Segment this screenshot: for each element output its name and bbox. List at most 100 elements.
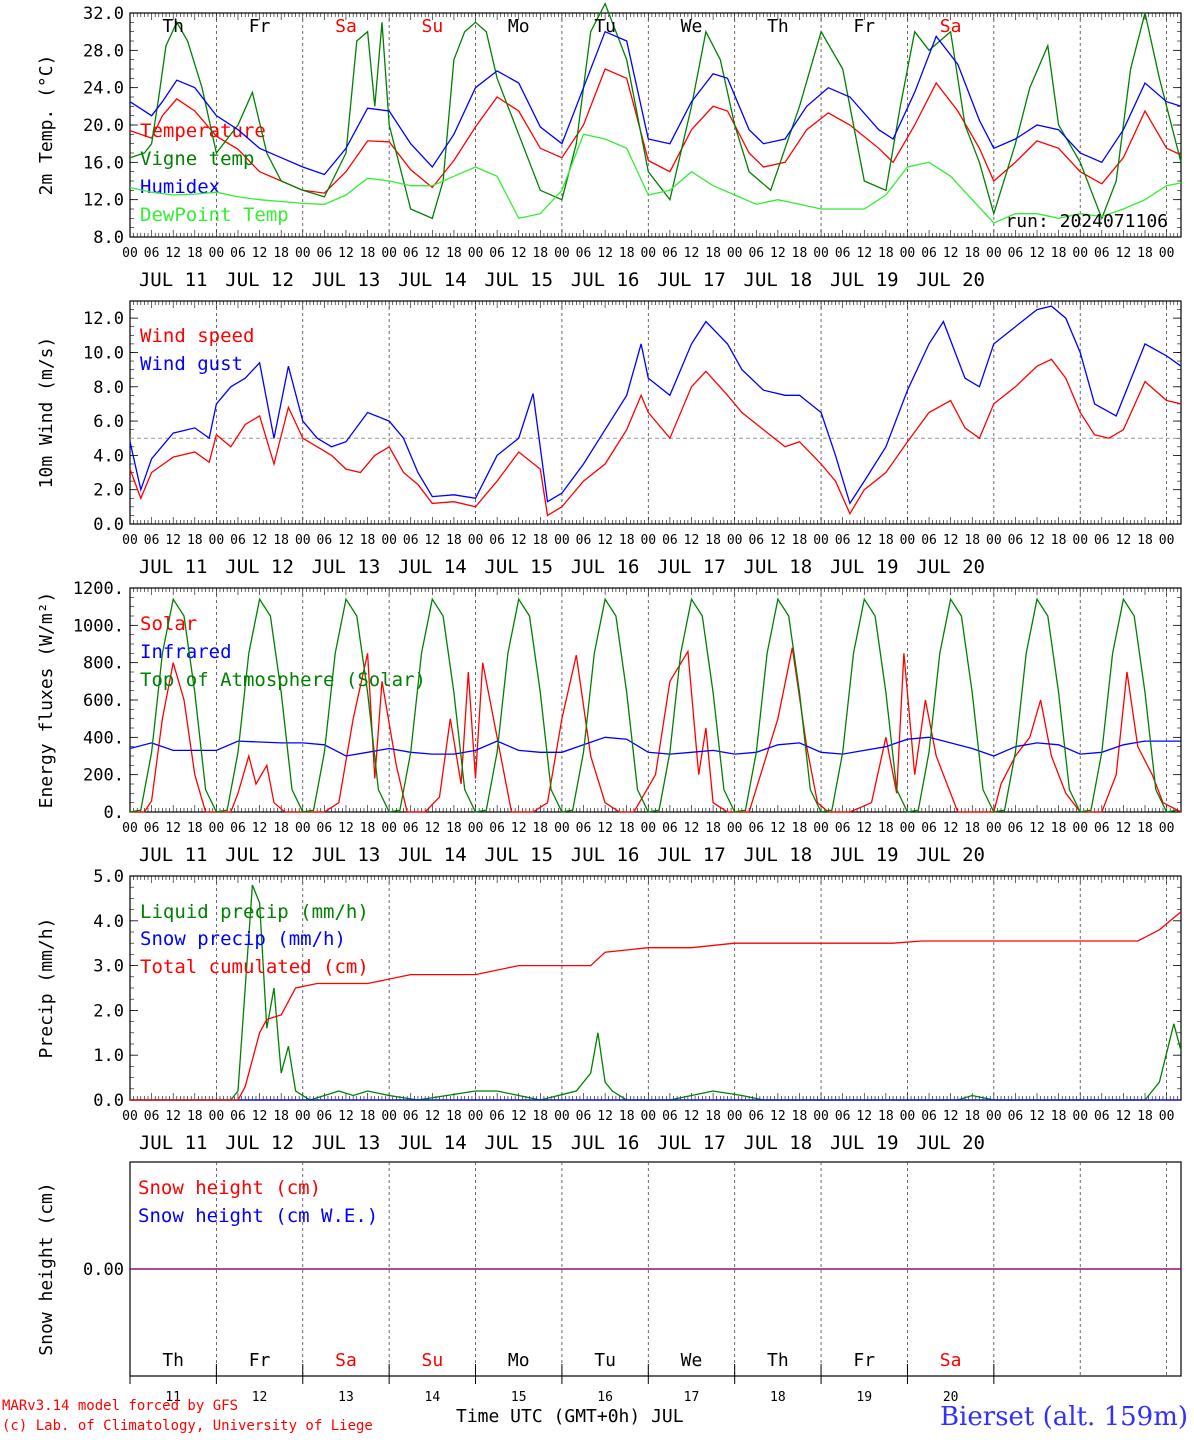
hour-tick-label: 00 xyxy=(640,246,656,261)
day-name: Mo xyxy=(508,1350,530,1371)
hour-tick-label: 00 xyxy=(209,1109,225,1124)
hour-tick-label: 00 xyxy=(122,1109,138,1124)
hour-tick-label: 00 xyxy=(209,533,225,548)
hour-tick-label: 00 xyxy=(295,246,311,261)
hour-tick-label: 12 xyxy=(511,1109,527,1124)
hour-tick-label: 06 xyxy=(662,821,678,836)
hour-tick-label: 12 xyxy=(252,821,268,836)
hour-tick-label: 06 xyxy=(662,533,678,548)
day-name: We xyxy=(681,1350,703,1371)
hour-tick-label: 06 xyxy=(317,533,333,548)
hour-tick-label: 00 xyxy=(295,1109,311,1124)
y-tick-label: 0.00 xyxy=(83,1260,124,1280)
hour-tick-label: 06 xyxy=(748,821,764,836)
date-label: JUL 20 xyxy=(916,269,985,291)
legend-entry: Vigne temp xyxy=(140,148,254,170)
date-label: JUL 18 xyxy=(744,556,813,578)
hour-tick-label: 06 xyxy=(403,246,419,261)
hour-tick-label: 06 xyxy=(317,1109,333,1124)
hour-tick-label: 06 xyxy=(1094,821,1110,836)
hour-tick-label: 18 xyxy=(1137,821,1153,836)
hour-tick-label: 18 xyxy=(792,533,808,548)
hour-tick-label: 12 xyxy=(511,821,527,836)
day-name: Th xyxy=(767,1350,789,1371)
hour-tick-label: 12 xyxy=(165,1109,181,1124)
hour-tick-label: 18 xyxy=(273,1109,289,1124)
y-tick-label: 0. xyxy=(104,803,124,823)
hour-tick-label: 00 xyxy=(640,1109,656,1124)
hour-tick-label: 00 xyxy=(209,821,225,836)
series-line xyxy=(130,647,1182,813)
hour-tick-label: 12 xyxy=(338,1109,354,1124)
hour-tick-label: 18 xyxy=(1137,1109,1153,1124)
hour-tick-label: 18 xyxy=(705,1109,721,1124)
hour-tick-label: 12 xyxy=(425,246,441,261)
hour-tick-label: 06 xyxy=(1008,1109,1024,1124)
date-label: JUL 12 xyxy=(225,1132,294,1154)
date-label: JUL 19 xyxy=(830,269,899,291)
hour-tick-label: 00 xyxy=(640,533,656,548)
hour-tick-label: 12 xyxy=(684,1109,700,1124)
hour-tick-label: 06 xyxy=(489,246,505,261)
hour-tick-label: 06 xyxy=(921,533,937,548)
y-tick-label: 5.0 xyxy=(93,867,124,887)
y-axis-label: 2m Temp. (°C) xyxy=(36,55,57,196)
date-label: JUL 13 xyxy=(312,269,381,291)
hour-tick-label: 00 xyxy=(554,1109,570,1124)
day-name: Tu xyxy=(594,16,616,37)
hour-tick-label: 00 xyxy=(813,1109,829,1124)
day-name: Fr xyxy=(249,16,271,37)
y-tick-label: 1200. xyxy=(73,579,124,599)
hour-tick-label: 18 xyxy=(1051,533,1067,548)
hour-tick-label: 18 xyxy=(360,246,376,261)
date-label: JUL 12 xyxy=(225,556,294,578)
series-line xyxy=(129,358,1182,517)
date-label: JUL 16 xyxy=(571,556,640,578)
hour-tick-label: 18 xyxy=(187,821,203,836)
date-label: JUL 12 xyxy=(225,269,294,291)
hour-tick-label: 12 xyxy=(425,1109,441,1124)
date-label: JUL 18 xyxy=(744,844,813,866)
series-line xyxy=(129,305,1182,505)
hour-tick-label: 12 xyxy=(252,246,268,261)
date-label: JUL 11 xyxy=(139,844,208,866)
hour-tick-label: 00 xyxy=(122,246,138,261)
date-label: JUL 16 xyxy=(571,1132,640,1154)
hour-tick-label: 18 xyxy=(964,1109,980,1124)
hour-tick-label: 06 xyxy=(835,821,851,836)
hour-tick-label: 18 xyxy=(705,246,721,261)
series-line xyxy=(129,2,1182,221)
hour-tick-label: 06 xyxy=(144,821,160,836)
y-tick-label: 8.0 xyxy=(93,378,124,398)
day-number: 15 xyxy=(511,1390,527,1405)
hour-tick-label: 12 xyxy=(943,246,959,261)
hour-tick-label: 12 xyxy=(425,821,441,836)
hour-tick-label: 12 xyxy=(425,533,441,548)
legend-entry: Total cumulated (cm) xyxy=(140,956,369,978)
hour-tick-label: 06 xyxy=(1094,1109,1110,1124)
legend-entry: Wind speed xyxy=(140,325,254,347)
day-name: We xyxy=(681,16,703,37)
hour-tick-label: 00 xyxy=(986,821,1002,836)
hour-tick-label: 06 xyxy=(748,533,764,548)
hour-tick-label: 18 xyxy=(187,246,203,261)
hour-tick-label: 00 xyxy=(554,821,570,836)
hour-tick-label: 18 xyxy=(446,533,462,548)
hour-tick-label: 06 xyxy=(921,1109,937,1124)
date-label: JUL 15 xyxy=(484,556,553,578)
day-name: Fr xyxy=(853,1350,875,1371)
day-name: Sa xyxy=(940,1350,962,1371)
hour-tick-label: 06 xyxy=(230,533,246,548)
hour-tick-label: 06 xyxy=(317,821,333,836)
date-label: JUL 13 xyxy=(312,1132,381,1154)
hour-tick-label: 06 xyxy=(921,821,937,836)
hour-tick-label: 00 xyxy=(1159,821,1175,836)
hour-tick-label: 00 xyxy=(813,246,829,261)
hour-tick-label: 06 xyxy=(489,821,505,836)
hour-tick-label: 12 xyxy=(856,821,872,836)
date-label: JUL 16 xyxy=(571,269,640,291)
series-line xyxy=(129,736,1181,757)
hour-tick-label: 06 xyxy=(1008,246,1024,261)
hour-tick-label: 18 xyxy=(1051,246,1067,261)
day-number: 14 xyxy=(425,1390,441,1405)
